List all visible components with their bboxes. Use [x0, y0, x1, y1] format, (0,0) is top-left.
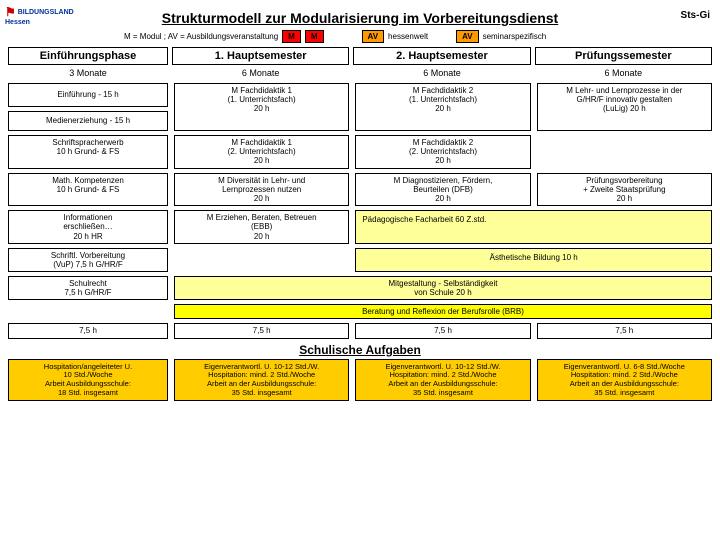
header-phase-4: Prüfungssemester: [535, 47, 712, 65]
foot-a: Hospitation/angeleiteter U. 10 Std./Woch…: [8, 359, 168, 402]
subhead-4: 6 Monate: [535, 67, 712, 79]
foot-c: Eigenverantwortl. U. 10-12 Std./W. Hospi…: [355, 359, 530, 402]
page-title: Strukturmodell zur Modularisierung im Vo…: [4, 4, 716, 28]
box-c3-fach2: M Fachdidaktik 2 (2. Unterrichtsfach) 20…: [355, 135, 530, 169]
box-h75-3: 7,5 h: [355, 323, 530, 338]
pill-av1: AV: [362, 30, 385, 43]
box-c2-fach2: M Fachdidaktik 1 (2. Unterrichtsfach) 20…: [174, 135, 349, 169]
box-info: Informationen erschließen… 20 h HR: [8, 210, 168, 244]
box-medien: Medienerziehung - 15 h: [8, 111, 168, 131]
box-c2-erz: M Erziehen, Beraten, Betreuen (EBB) 20 h: [174, 210, 349, 244]
logo: ⚑ BILDUNGSLAND Hessen: [5, 5, 74, 26]
band-beratung: Beratung und Reflexion der Berufsrolle (…: [174, 304, 712, 319]
flag-icon: ⚑: [5, 5, 16, 19]
column-subheads: 3 Monate 6 Monate 6 Monate 6 Monate: [8, 67, 712, 79]
box-einfuehrung: Einführung - 15 h: [8, 83, 168, 107]
box-c3-diag: M Diagnostizieren, Fördern, Beurteilen (…: [355, 173, 530, 207]
box-schulrecht: Schulrecht 7,5 h G/HR/F: [8, 276, 168, 300]
box-schrift: Schriftspracherwerb 10 h Grund- & FS: [8, 135, 168, 169]
slide: ⚑ BILDUNGSLAND Hessen Strukturmodell zur…: [0, 0, 720, 540]
box-c2-fach1: M Fachdidaktik 1 (1. Unterrichtsfach) 20…: [174, 83, 349, 131]
box-c3-fach1: M Fachdidaktik 2 (1. Unterrichtsfach) 20…: [355, 83, 530, 131]
box-math: Math. Kompetenzen 10 h Grund- & FS: [8, 173, 168, 207]
subhead-1: 3 Monate: [8, 67, 168, 79]
header-phase-1: Einführungsphase: [8, 47, 168, 65]
legend: M = Modul ; AV = Ausbildungsveranstaltun…: [124, 30, 716, 43]
box-h75-1: 7,5 h: [8, 323, 168, 338]
box-h75-2: 7,5 h: [174, 323, 349, 338]
sts-label: Sts-Gi: [681, 10, 710, 21]
subhead-2: 6 Monate: [172, 67, 349, 79]
box-c2-div: M Diversität in Lehr- und Lernprozessen …: [174, 173, 349, 207]
header-phase-2: 1. Hauptsemester: [172, 47, 349, 65]
subhead-3: 6 Monate: [353, 67, 530, 79]
box-mitgestaltung: Mitgestaltung - Selbständigkeit von Schu…: [174, 276, 712, 300]
box-paed-facharbeit: Pädagogische Facharbeit 60 Z.std.: [355, 210, 712, 244]
column-headers: Einführungsphase 1. Hauptsemester 2. Hau…: [8, 47, 712, 65]
foot-b: Eigenverantwortl. U. 10-12 Std./W. Hospi…: [174, 359, 349, 402]
box-aesth: Ästhetische Bildung 10 h: [355, 248, 712, 272]
logo-line1: BILDUNGSLAND: [18, 9, 74, 16]
pill-m2: M: [305, 30, 324, 43]
box-c4-pruef: Prüfungsvorbereitung + Zweite Staatsprüf…: [537, 173, 712, 207]
box-h75-4: 7,5 h: [537, 323, 712, 338]
footer-row: Hospitation/angeleiteter U. 10 Std./Woch…: [8, 359, 712, 402]
legend-hessenwelt: hessenwelt: [388, 32, 428, 41]
schulische-title: Schulische Aufgaben: [4, 343, 716, 357]
legend-modul-text: M = Modul ; AV = Ausbildungsveranstaltun…: [124, 32, 278, 41]
pill-m1: M: [282, 30, 301, 43]
header-phase-3: 2. Hauptsemester: [353, 47, 530, 65]
logo-line2: Hessen: [5, 19, 30, 26]
box-schriftl: Schriftl. Vorbereitung (VuP) 7,5 h G/HR/…: [8, 248, 168, 272]
box-c4-lehr: M Lehr- und Lernprozesse in der G/HR/F i…: [537, 83, 712, 131]
legend-seminarspez: seminarspezifisch: [483, 32, 547, 41]
foot-d: Eigenverantwortl. U. 6-8 Std./Woche Hosp…: [537, 359, 712, 402]
main-grid: Einführung - 15 h Medienerziehung - 15 h…: [8, 83, 712, 339]
pill-av2: AV: [456, 30, 479, 43]
